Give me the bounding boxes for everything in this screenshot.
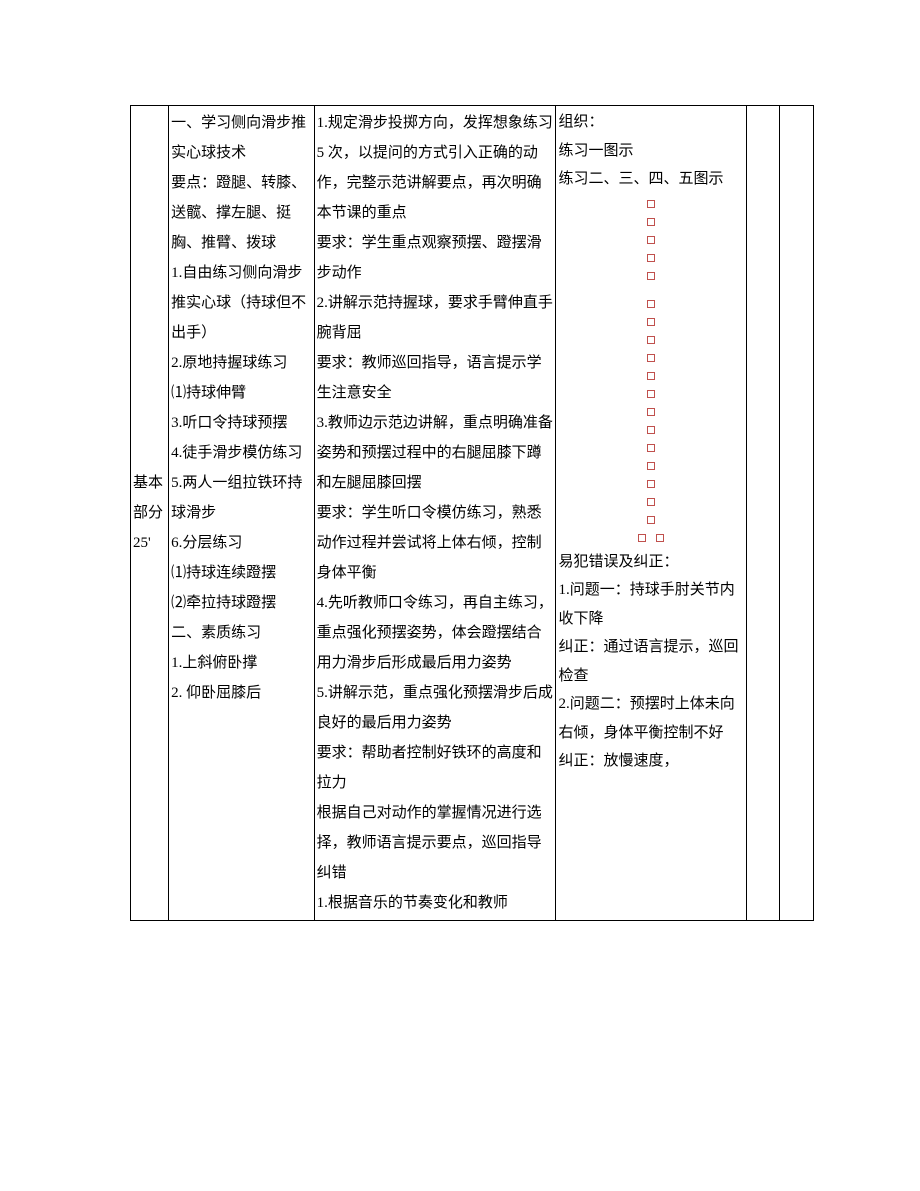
content-text: 一、学习侧向滑步推实心球技术 要点：蹬腿、转膝、送髋、撑左腿、挺胸、推臂、拨球 …	[171, 108, 312, 708]
method-text: 1.规定滑步投掷方向，发挥想象练习 5 次，以提问的方式引入正确的动作，完整示范…	[317, 108, 554, 918]
org-ex2: 练习二、三、四、五图示	[558, 165, 743, 194]
formation-dots-1	[558, 200, 743, 280]
org-cell: 组织： 练习一图示 练习二、三、四、五图示	[556, 106, 746, 921]
section-name-1: 基本	[133, 468, 166, 498]
section-cell: 基本 部分 25'	[131, 106, 169, 921]
method-cell: 1.规定滑步投掷方向，发挥想象练习 5 次，以提问的方式引入正确的动作，完整示范…	[314, 106, 556, 921]
content-cell: 一、学习侧向滑步推实心球技术 要点：蹬腿、转膝、送髋、撑左腿、挺胸、推臂、拨球 …	[169, 106, 315, 921]
extra-cell-2	[780, 106, 814, 921]
page: 基本 部分 25' 一、学习侧向滑步推实心球技术 要点：蹬腿、转膝、送髋、撑左腿…	[0, 0, 920, 1191]
org-ex1: 练习一图示	[558, 137, 743, 166]
extra-cell-1	[746, 106, 780, 921]
org-c2: 纠正：放慢速度，	[558, 747, 743, 776]
section-time: 25'	[133, 528, 166, 558]
org-errors-title: 易犯错误及纠正：	[558, 548, 743, 577]
org-c1: 纠正：通过语言提示，巡回检查	[558, 633, 743, 690]
org-p2: 2.问题二：预摆时上体未向右倾，身体平衡控制不好	[558, 690, 743, 747]
org-p1: 1.问题一：持球手肘关节内收下降	[558, 576, 743, 633]
lesson-plan-table: 基本 部分 25' 一、学习侧向滑步推实心球技术 要点：蹬腿、转膝、送髋、撑左腿…	[130, 105, 814, 921]
section-name-2: 部分	[133, 498, 166, 528]
formation-dots-2	[558, 300, 743, 542]
org-title: 组织：	[558, 108, 743, 137]
table-row: 基本 部分 25' 一、学习侧向滑步推实心球技术 要点：蹬腿、转膝、送髋、撑左腿…	[131, 106, 814, 921]
